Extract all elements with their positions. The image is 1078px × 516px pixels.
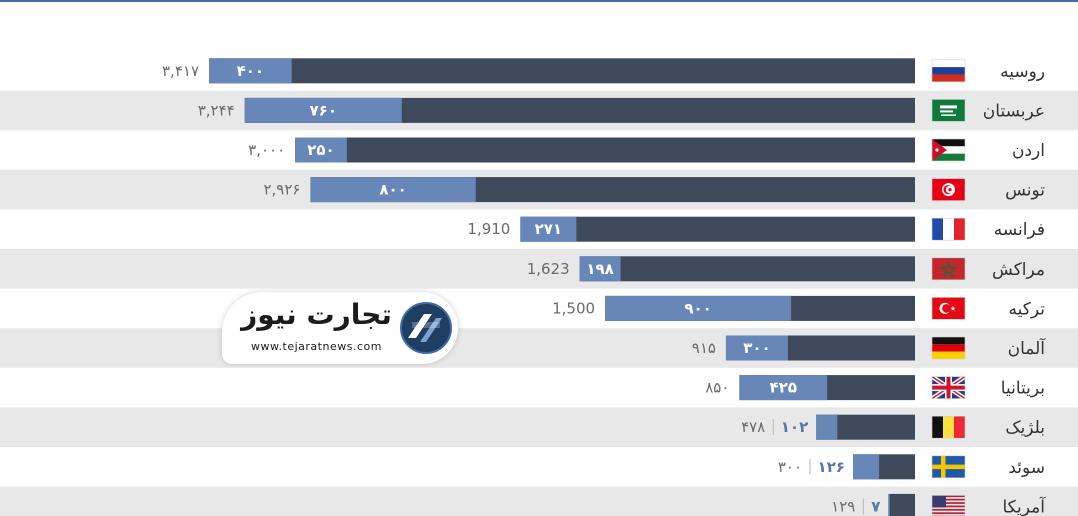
part-value-label: ۳۰۰ (743, 339, 770, 357)
part-bar (579, 256, 621, 282)
belgium-flag-icon (932, 416, 965, 439)
part-bar (310, 177, 476, 203)
country-label: روسیه (1000, 62, 1045, 82)
total-value-label: 1,500 (552, 299, 595, 317)
part-bar (739, 375, 828, 401)
uk-flag-icon (932, 376, 965, 399)
total-value-label: 1,910 (467, 220, 510, 238)
total-value-label: ۳۰۰ (778, 458, 802, 476)
total-value-label: ۸۵۰ (705, 379, 729, 397)
saudi-arabia-flag-icon (932, 99, 965, 122)
country-label: بریتانیا (1001, 379, 1045, 399)
part-value-label: ۲۵۰ (307, 141, 334, 159)
logo-name: تجارت نیوز (241, 298, 392, 331)
part-value-label: ۱۹۸ (586, 260, 613, 278)
part-bar (853, 454, 880, 480)
country-label: بلژیک (1005, 418, 1045, 438)
total-value-label: ۳,۴۱۷ (162, 62, 199, 80)
row-stripe (0, 328, 1078, 368)
part-bar (725, 335, 788, 361)
part-bar (209, 58, 292, 84)
tunisia-flag-icon (932, 178, 965, 201)
turkey-flag-icon (932, 297, 965, 320)
row-stripe (0, 486, 1078, 516)
usa-flag-icon (932, 495, 965, 516)
jordan-flag-icon (932, 139, 965, 161)
russia-flag-icon (932, 59, 965, 82)
logo-mark-icon (397, 299, 455, 357)
part-value-label: ۱۰۲ (781, 418, 808, 436)
part-value-label: ۷۶۰ (310, 101, 337, 119)
total-value-label: ۹۱۵ (692, 339, 716, 357)
country-label: سوئد (1008, 458, 1045, 478)
part-bar (605, 295, 792, 321)
france-flag-icon (932, 218, 965, 241)
sweden-flag-icon (932, 455, 965, 478)
total-value-label: ۲,۹۲۶ (263, 181, 300, 199)
country-label: اردن (1012, 141, 1045, 161)
country-label: فرانسه (994, 220, 1045, 240)
logo-url: www.tejaratnews.com (251, 340, 382, 353)
country-label: تونس (1005, 181, 1045, 201)
part-value-label: ۸۰۰ (379, 181, 406, 199)
watermark-logo: تجارت نیوز www.tejaratnews.com (222, 292, 458, 364)
part-bar (520, 216, 577, 242)
total-value-label: ۱۲۹ (831, 497, 855, 515)
country-label: آلمان (1008, 337, 1047, 359)
part-bar (295, 137, 347, 163)
part-value-label: ۴۲۵ (770, 379, 797, 397)
total-value-label: ۳,۰۰۰ (248, 141, 285, 159)
part-bar (244, 97, 402, 123)
country-label: مراکش (992, 260, 1045, 280)
part-value-label: ۲۷۱ (535, 220, 562, 238)
total-bar (520, 216, 915, 242)
total-value-label: ۴۷۸ (741, 418, 765, 436)
row-stripe (0, 407, 1078, 447)
total-bar (888, 493, 915, 516)
part-bar (816, 414, 838, 440)
morocco-flag-icon (932, 257, 965, 280)
total-bar (209, 58, 915, 84)
part-value-label: ۱۲۶ (818, 458, 845, 476)
part-value-label: ۷ (871, 497, 880, 515)
part-value-label: ۴۰۰ (237, 62, 264, 80)
part-value-label: ۹۰۰ (684, 299, 711, 317)
total-value-label: ۳,۲۴۴ (198, 101, 235, 119)
total-bar (579, 256, 915, 282)
top-border-line (0, 0, 1078, 2)
total-bar (295, 137, 915, 163)
total-value-label: 1,623 (527, 260, 570, 278)
country-label: ترکیه (1009, 299, 1046, 319)
country-label: آمریکا (1002, 495, 1046, 516)
part-bar (888, 493, 890, 516)
germany-flag-icon (932, 337, 965, 359)
country-label: عربستان (983, 101, 1045, 121)
